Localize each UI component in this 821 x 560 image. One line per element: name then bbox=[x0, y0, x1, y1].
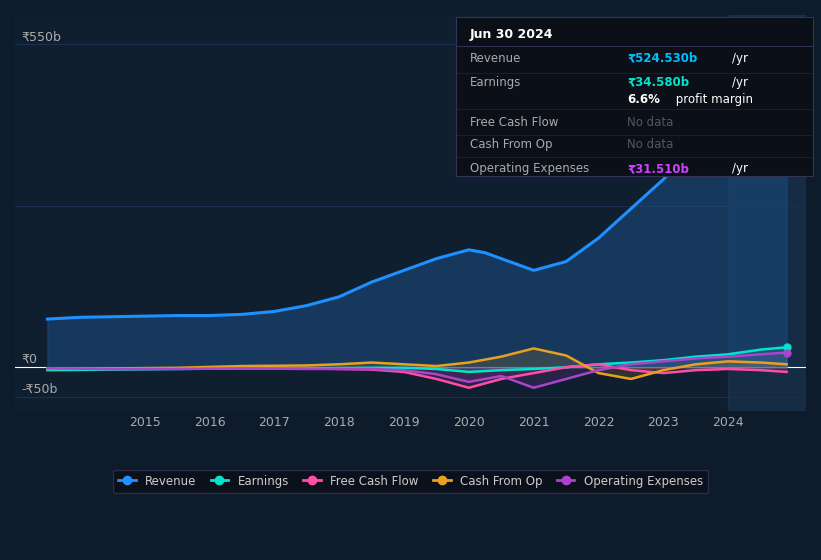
Text: ₹34.580b: ₹34.580b bbox=[627, 76, 689, 89]
Text: /yr: /yr bbox=[732, 76, 749, 89]
Text: ₹550b: ₹550b bbox=[21, 31, 62, 44]
Text: Jun 30 2024: Jun 30 2024 bbox=[470, 28, 553, 41]
Text: No data: No data bbox=[627, 138, 673, 151]
Text: Free Cash Flow: Free Cash Flow bbox=[470, 116, 558, 129]
Text: ₹0: ₹0 bbox=[21, 353, 38, 366]
Text: ₹524.530b: ₹524.530b bbox=[627, 52, 697, 65]
Text: 6.6%: 6.6% bbox=[627, 94, 660, 106]
Bar bbox=[728, 15, 806, 411]
Text: Cash From Op: Cash From Op bbox=[470, 138, 553, 151]
Text: No data: No data bbox=[627, 116, 673, 129]
Text: Operating Expenses: Operating Expenses bbox=[470, 162, 589, 175]
Text: Earnings: Earnings bbox=[470, 76, 521, 89]
Text: Revenue: Revenue bbox=[470, 52, 521, 65]
Text: /yr: /yr bbox=[732, 162, 749, 175]
Text: /yr: /yr bbox=[732, 52, 749, 65]
Text: profit margin: profit margin bbox=[672, 94, 753, 106]
Text: ₹31.510b: ₹31.510b bbox=[627, 162, 689, 175]
Text: -₹50b: -₹50b bbox=[21, 382, 57, 395]
Legend: Revenue, Earnings, Free Cash Flow, Cash From Op, Operating Expenses: Revenue, Earnings, Free Cash Flow, Cash … bbox=[113, 470, 708, 492]
